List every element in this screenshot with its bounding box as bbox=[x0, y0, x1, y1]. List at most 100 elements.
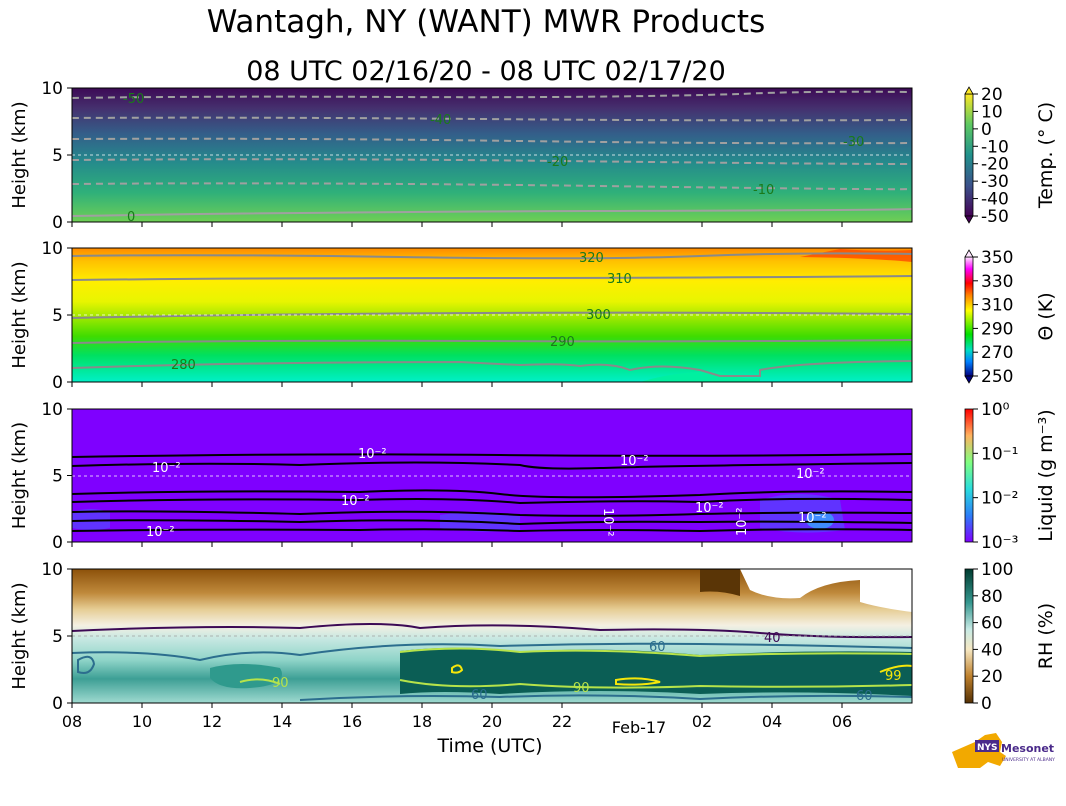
y-tick-label: 10 bbox=[41, 79, 63, 99]
temperature-panel: -50 -40 -30 -20 -10 0 bbox=[71, 87, 913, 225]
rh-contour-label: 40 bbox=[764, 631, 781, 646]
x-tick-label: 10 bbox=[132, 712, 152, 731]
chart-title: Wantagh, NY (WANT) MWR Products bbox=[206, 4, 766, 40]
colorbar-label: Θ (K) bbox=[1035, 292, 1057, 340]
temp-contour-label: -10 bbox=[753, 183, 774, 198]
colorbar-tick-label: 100 bbox=[981, 560, 1013, 580]
liquid-contour-label: 10⁻² bbox=[796, 467, 825, 482]
rh-contour-label: 99 bbox=[885, 669, 902, 684]
logo-subtext: UNIVERSITY AT ALBANY bbox=[1002, 757, 1055, 763]
x-tick-label: 02 bbox=[692, 712, 712, 731]
theta-contour-label: 290 bbox=[550, 335, 575, 350]
colorbar-tick-label: 250 bbox=[981, 367, 1013, 387]
liquid-contour-label: 10⁻² bbox=[798, 511, 827, 526]
rh-contour-label: 60 bbox=[856, 689, 873, 704]
liquid-contour-label: 10⁻² bbox=[146, 525, 175, 540]
y-tick-label: 10 bbox=[41, 239, 63, 259]
x-tick-label: 04 bbox=[762, 712, 782, 731]
x-tick-label: 06 bbox=[832, 712, 852, 731]
liquid-colorbar bbox=[964, 408, 974, 543]
rh-contour-label: 60 bbox=[471, 688, 488, 703]
colorbar-tick-label: 10⁰ bbox=[981, 400, 1010, 420]
temp-contour-label: 0 bbox=[127, 210, 135, 225]
y-tick-label: 0 bbox=[52, 533, 63, 553]
y-axis-label: Height (km) bbox=[9, 422, 30, 529]
y-tick-label: 5 bbox=[52, 467, 63, 487]
colorbar-tick-label: 10 bbox=[981, 102, 1003, 122]
liquid-contours bbox=[71, 453, 913, 533]
theta-contour-label: 280 bbox=[171, 358, 196, 373]
theta-panel: 280 290 300 310 320 bbox=[71, 247, 913, 383]
colorbar-tick-label: 20 bbox=[981, 667, 1003, 687]
colorbar-tick-label: 80 bbox=[981, 587, 1003, 607]
y-tick-label: 5 bbox=[52, 306, 63, 326]
theta-contour-label: 300 bbox=[586, 308, 611, 323]
colorbar-label: Temp. (° C) bbox=[1035, 102, 1057, 209]
rh-contour-label: 90 bbox=[272, 676, 289, 691]
rh-contour-label: 60 bbox=[649, 640, 666, 655]
theta-contour-label: 320 bbox=[579, 251, 604, 266]
colorbar-tick-label: 60 bbox=[981, 614, 1003, 634]
rh-colorbar bbox=[964, 568, 974, 704]
liquid-contour-label: 10⁻² bbox=[695, 501, 724, 516]
temp-contour-label: -20 bbox=[547, 155, 568, 170]
x-tick-label: 16 bbox=[342, 712, 362, 731]
liquid-panel: 10⁻² 10⁻² 10⁻² 10⁻² 10⁻² 10⁻² 10⁻² 10⁻² … bbox=[71, 408, 913, 543]
colorbar-tick-label: 0 bbox=[981, 694, 992, 714]
colorbar-tick-label: 10⁻¹ bbox=[981, 444, 1018, 464]
colorbar-tick-label: 0 bbox=[981, 120, 992, 140]
colorbar-tick-label: -20 bbox=[981, 155, 1009, 175]
x-tick-label: 12 bbox=[202, 712, 222, 731]
y-tick-label: 10 bbox=[41, 560, 63, 580]
theta-contours bbox=[71, 252, 913, 377]
logo-text: Mesonet bbox=[1001, 742, 1054, 755]
temp-contour-label: -30 bbox=[843, 135, 864, 150]
y-tick-label: 0 bbox=[52, 213, 63, 233]
x-tick-label: 18 bbox=[412, 712, 432, 731]
liquid-contour-label: 10⁻² bbox=[341, 494, 370, 509]
y-tick-label: 0 bbox=[52, 694, 63, 714]
x-axis-label: Time (UTC) bbox=[436, 735, 542, 757]
colorbar-label: Liquid (g m⁻³) bbox=[1035, 409, 1057, 541]
y-axis-label: Height (km) bbox=[9, 261, 30, 368]
colorbar-tick-label: 270 bbox=[981, 343, 1013, 363]
x-tick-label: 22 bbox=[552, 712, 572, 731]
theta-colorbar bbox=[964, 249, 974, 384]
liquid-contour-label: 10⁻² bbox=[735, 507, 750, 536]
y-tick-label: 0 bbox=[52, 373, 63, 393]
y-tick-label: 10 bbox=[41, 400, 63, 420]
colorbar-tick-label: 290 bbox=[981, 319, 1013, 339]
rh-moist-patch bbox=[210, 664, 282, 689]
colorbar-tick-label: 350 bbox=[981, 248, 1013, 268]
temp-contour-label: -40 bbox=[430, 113, 451, 128]
liquid-contour-label: 10⁻² bbox=[600, 508, 615, 537]
x-date-label: Feb-17 bbox=[612, 718, 666, 737]
colorbar-label: RH (%) bbox=[1035, 603, 1057, 669]
x-tick-label: 20 bbox=[482, 712, 502, 731]
rh-missing-region bbox=[740, 569, 912, 612]
x-tick-label: 14 bbox=[272, 712, 292, 731]
theta-cool-region bbox=[640, 371, 760, 382]
temperature-contours bbox=[71, 90, 913, 191]
rh-dry-region bbox=[700, 569, 740, 596]
y-tick-label: 5 bbox=[52, 146, 63, 166]
colorbar-tick-label: -40 bbox=[981, 190, 1009, 210]
colorbar-tick-label: 20 bbox=[981, 85, 1003, 105]
chart-subtitle: 08 UTC 02/16/20 - 08 UTC 02/17/20 bbox=[246, 56, 726, 87]
temp-contour-label: -50 bbox=[123, 92, 144, 107]
liquid-contour-label: 10⁻² bbox=[358, 447, 387, 462]
colorbar-tick-label: 310 bbox=[981, 296, 1013, 316]
rh-contour-label: 90 bbox=[573, 681, 590, 696]
theta-contour-label: 310 bbox=[607, 272, 632, 287]
rh-contours bbox=[71, 623, 913, 701]
y-axis-label: Height (km) bbox=[9, 101, 30, 208]
theta-hot-region bbox=[800, 249, 912, 262]
colorbar-tick-label: -10 bbox=[981, 137, 1009, 157]
colorbar-tick-label: 10⁻³ bbox=[981, 533, 1018, 553]
logo-text: NYS bbox=[977, 743, 998, 753]
colorbar-tick-label: 330 bbox=[981, 272, 1013, 292]
rh-panel: 40 60 60 60 90 90 99 bbox=[71, 568, 913, 704]
temperature-contour-zero bbox=[71, 208, 913, 217]
temp-colorbar bbox=[964, 86, 974, 224]
